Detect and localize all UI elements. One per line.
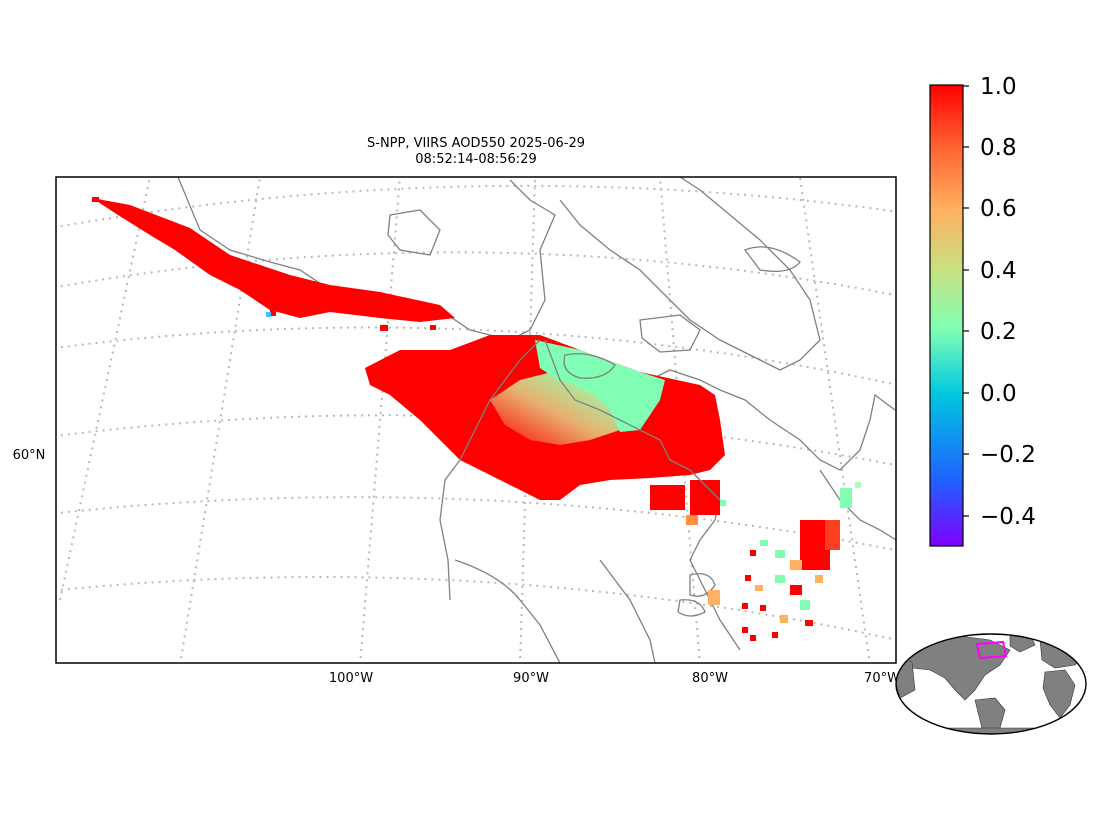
aod-pixel [686,515,698,525]
great-lakes-shore [599,559,656,663]
colorbar-tick-label: 0.8 [980,135,1017,161]
colorbar-tick-label: 1.0 [980,74,1017,100]
aod-pixel [92,197,99,202]
map-frame [55,176,897,664]
aod-pixel [775,575,785,583]
aod-pixel [742,603,748,609]
aod-plume-northwest [92,198,455,322]
lon-label-100w: 100°W [329,671,373,686]
aod-pixel [755,585,763,591]
inset-globe-outline [895,633,1087,735]
aod-pixel [112,204,119,209]
aod-data [92,197,861,641]
aod-pixel [380,325,388,331]
longitude-line [519,177,536,663]
aod-pixel [780,615,788,623]
inset-africa [1042,669,1076,719]
latitude-line [56,326,896,386]
aod-pixel [760,605,766,611]
lake-1 [689,573,716,597]
inset-highlight-box [975,640,1008,660]
colorbar-tick-label: 0.4 [980,258,1017,284]
colorbar: 1.0 0.8 0.6 0.4 0.2 0.0 −0.2 −0.4 [929,74,1036,547]
st-lawrence [819,469,896,541]
aod-east-scatter [742,482,861,641]
lat-label-60n: 60°N [13,448,46,463]
hudson-bay-coast-overlay [544,339,721,501]
aod-pixel [720,500,726,506]
aod-pixel [790,585,802,595]
great-lakes-coast [454,559,561,663]
colorbar-tick-label: 0.0 [980,381,1017,407]
coastlines-overlay [459,339,721,501]
aod-pixel [775,550,785,558]
aod-pixel [855,482,861,488]
baffin-island [559,177,821,371]
aod-pixel [708,590,720,605]
latitude-line [56,184,896,229]
aod-pixel [825,520,840,550]
aod-pixel [760,540,768,546]
island-north-2 [639,314,701,353]
colorbar-tick-label: −0.4 [980,504,1036,530]
aod-swath-northeast-edge [535,340,665,432]
aod-pixel [742,627,748,633]
aod-pixel [790,560,802,570]
aod-pixel [750,635,756,641]
longitude-line [799,177,871,663]
colorbar-tick-label: −0.2 [980,442,1036,468]
aod-pixel [745,575,751,581]
latitude-line [56,251,896,297]
island-north-1 [387,209,441,256]
inset-north-america [904,635,1011,701]
map-panel [56,177,896,663]
colorbar-gradient [929,84,964,547]
aod-pixel [750,550,756,556]
latitude-line [56,576,896,641]
inset-world-map [895,633,1087,735]
map-title-line2: 08:52:14-08:56:29 [415,152,536,167]
map-title-line1: S-NPP, VIIRS AOD550 2025-06-29 [367,136,585,151]
lon-label-70w: 70°W [864,671,900,686]
labrador-coast [649,369,896,471]
colorbar-tick-label: 0.2 [980,319,1017,345]
aod-pixel [772,632,778,638]
lon-label-90w: 90°W [513,671,549,686]
aod-pixel [650,485,685,510]
aod-pixel [800,600,810,610]
lake-2 [677,599,706,617]
latitude-line [56,496,896,552]
lon-label-80w: 80°W [692,671,728,686]
aod-pixel [270,308,276,316]
aod-pixel [840,488,852,508]
aod-pixel [805,620,813,626]
colorbar-ticks [963,85,969,517]
southampton-overlay [563,353,616,379]
aod-pixel [430,325,436,330]
hudson-bay-west-overlay [459,339,541,461]
island-northeast [743,246,801,273]
aod-pixel [266,312,271,317]
aod-pixel [815,575,823,583]
colorbar-tick-label: 0.6 [980,196,1017,222]
